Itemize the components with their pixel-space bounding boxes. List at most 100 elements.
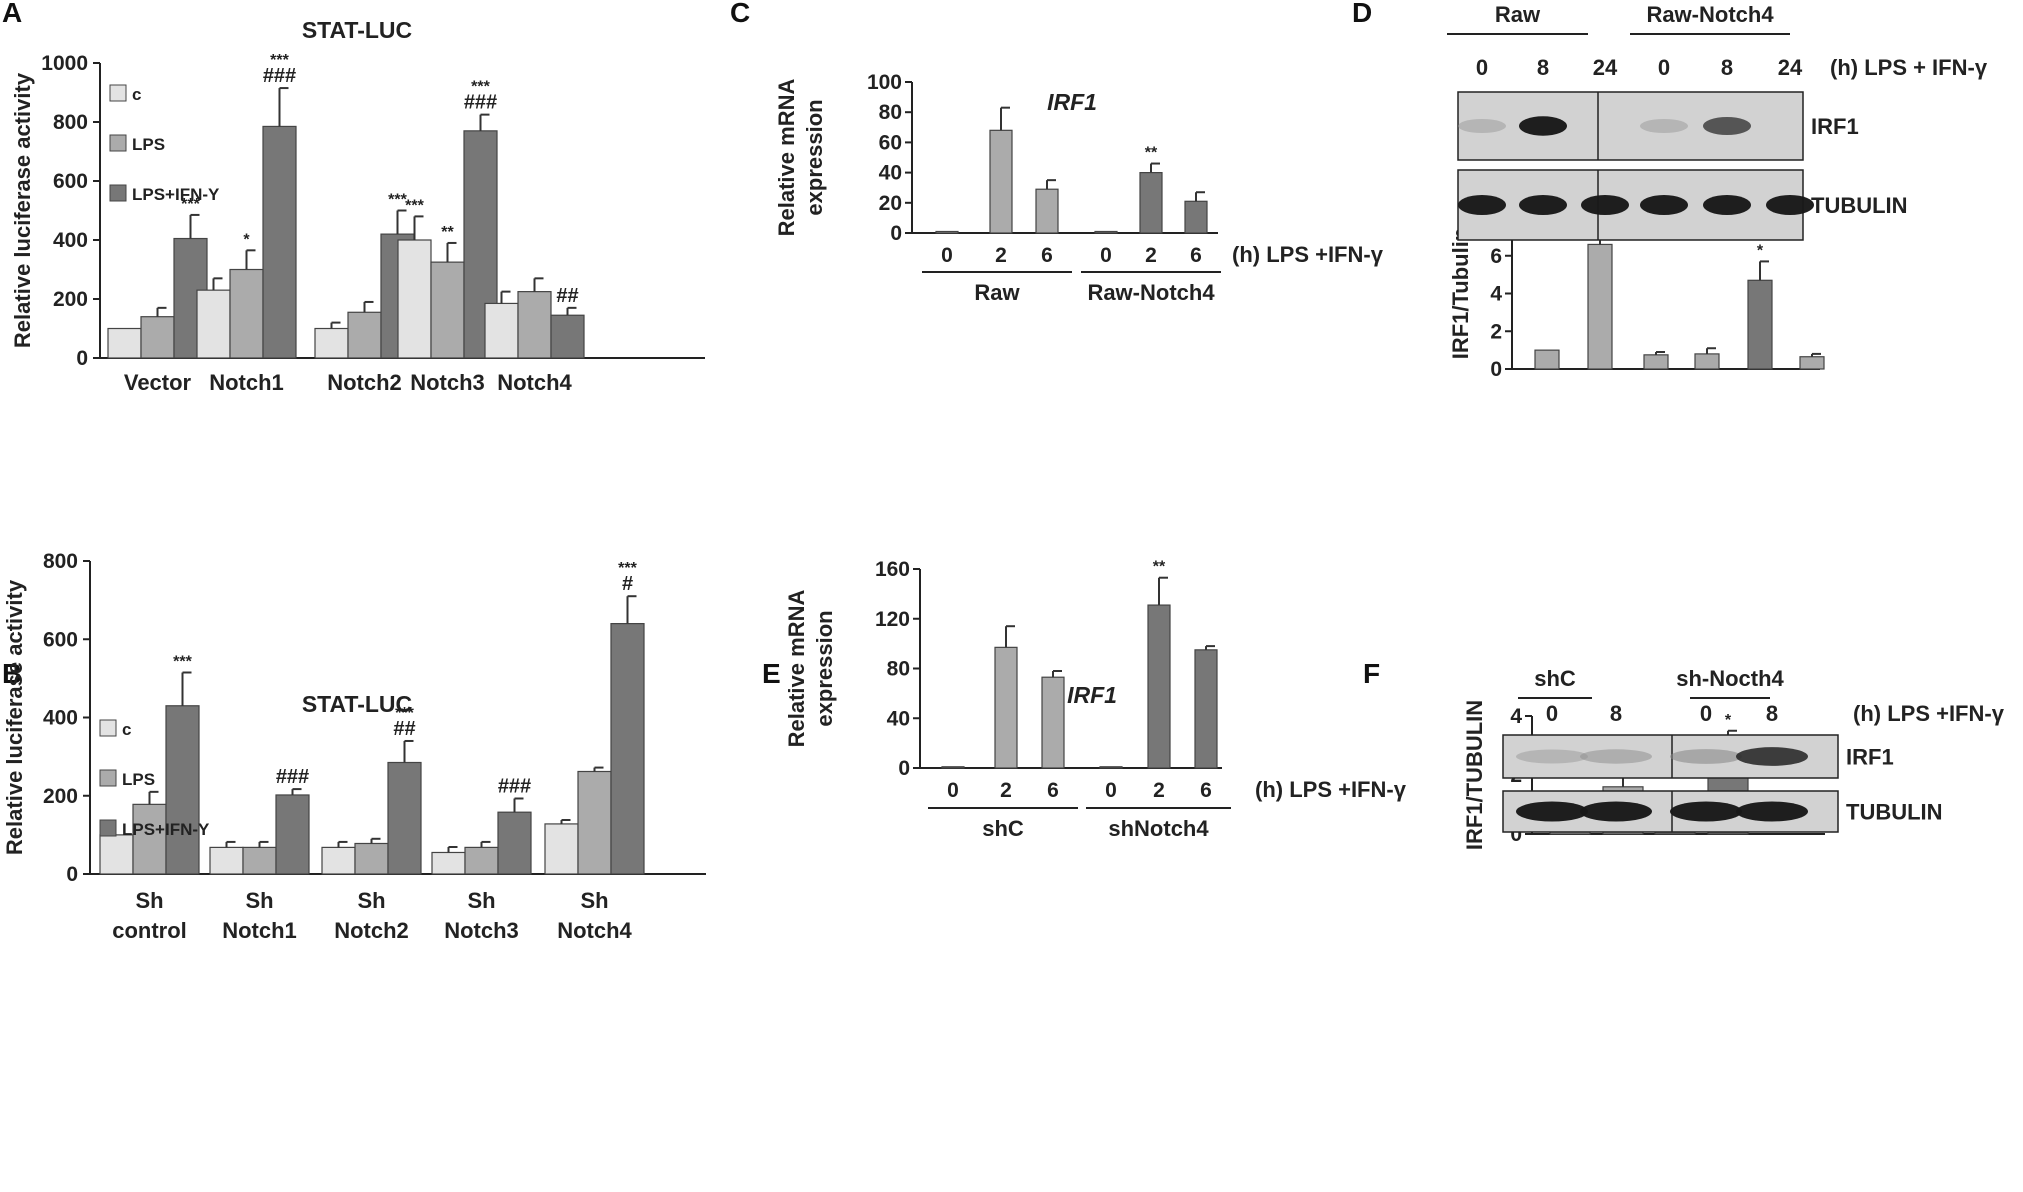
y-tick-label: 800	[53, 111, 88, 134]
category-label: Sh control	[112, 888, 187, 943]
chart-title: STAT-LUC	[302, 691, 412, 717]
bar	[430, 261, 465, 359]
significance-star: ***	[270, 52, 289, 69]
legend-swatch	[109, 84, 127, 102]
y-axis-title-line1: Relative mRNA	[774, 79, 799, 237]
bar	[229, 268, 264, 359]
y-tick-label: 100	[867, 71, 902, 94]
significance-hash: ##	[556, 285, 578, 307]
panel-label-d: D	[1352, 0, 1372, 28]
blot-band	[1519, 195, 1567, 215]
y-tick-label: 0	[890, 222, 902, 245]
y-tick-label: 0	[1490, 358, 1502, 381]
bar	[1184, 200, 1208, 234]
significance-star: ***	[618, 560, 637, 577]
bar	[1094, 230, 1118, 234]
blot-band	[1580, 801, 1652, 822]
blot-row-label: TUBULIN	[1846, 800, 1943, 825]
panel-label-a: A	[2, 0, 22, 28]
bar	[1747, 279, 1773, 370]
blot-lane-label: 0	[1546, 701, 1558, 726]
bar	[1041, 676, 1065, 769]
time-label: 6	[1041, 244, 1053, 267]
western-blot-f: shC sh-Nocth4 0 8 0 8 (h) LPS +IFN-γ IRF1 TUBULI…	[1502, 666, 2005, 833]
significance-star: ***	[181, 196, 200, 213]
category-label: Sh Notch2	[334, 888, 409, 943]
blot-lane-label: 8	[1766, 701, 1778, 726]
blot-membrane-tubulin	[1457, 169, 1804, 241]
significance-star: *	[1725, 712, 1732, 729]
treatment-label: (h) LPS +IFN-γ	[1232, 242, 1384, 267]
bar	[577, 770, 612, 875]
bar	[1534, 349, 1560, 370]
blot-band	[1519, 116, 1567, 136]
bar	[132, 803, 167, 875]
y-tick-label: 200	[53, 288, 88, 311]
blot-band	[1640, 119, 1688, 133]
y-tick-label: 0	[66, 863, 78, 886]
blot-band	[1703, 195, 1751, 215]
blot-band	[1581, 195, 1629, 215]
y-tick-label: 20	[879, 192, 902, 215]
bar	[196, 289, 231, 359]
y-tick-label: 60	[879, 131, 902, 154]
y-tick-label: 40	[879, 162, 902, 185]
blot-band	[1670, 801, 1742, 822]
bar	[550, 314, 585, 359]
blot-lane-label: 0	[1700, 701, 1712, 726]
significance-hash: #	[622, 573, 633, 595]
bar	[1099, 766, 1123, 769]
bar	[464, 846, 499, 875]
blot-band	[1736, 801, 1808, 822]
legend-label: LPS+IFN-Y	[132, 185, 220, 204]
y-tick-label: 80	[879, 101, 902, 124]
bar	[1587, 243, 1613, 370]
time-label: 0	[1100, 244, 1112, 267]
bar	[397, 239, 432, 359]
time-label: 2	[1000, 779, 1012, 802]
y-tick-label: 200	[43, 785, 78, 808]
bar	[354, 842, 389, 875]
blot-band	[1516, 801, 1588, 822]
y-axis-title-line2: expression	[812, 610, 837, 726]
y-axis-title-line2: expression	[802, 99, 827, 215]
blot-membrane-irf1	[1457, 91, 1804, 161]
bar	[107, 327, 142, 359]
bar	[165, 705, 200, 875]
time-label: 6	[1190, 244, 1202, 267]
y-tick-label: 160	[875, 558, 910, 581]
y-tick-label: 120	[875, 608, 910, 631]
blot-band	[1736, 747, 1808, 766]
bar	[99, 834, 134, 875]
bar	[1139, 172, 1163, 234]
bar	[517, 291, 552, 359]
blot-treatment-label: (h) LPS +IFN-γ	[1853, 701, 2005, 726]
significance-hash: ###	[276, 766, 309, 788]
bar	[1035, 188, 1059, 234]
bar	[941, 766, 965, 769]
panel-label-c: C	[730, 0, 750, 28]
time-label: 6	[1200, 779, 1212, 802]
blot-lane-label: 0	[1476, 55, 1488, 80]
bar	[209, 846, 244, 875]
bar	[321, 846, 356, 875]
blot-row-label: IRF1	[1846, 745, 1894, 770]
blot-lane-label: 0	[1658, 55, 1670, 80]
bar	[1147, 604, 1171, 769]
chart-title: STAT-LUC	[302, 17, 412, 43]
chart-title: IRF1	[1067, 682, 1117, 708]
y-axis-title-line1: Relative mRNA	[784, 590, 809, 748]
western-blot-d: Raw Raw-Notch4 0 8 24 0 8 24 (h) LPS + IFN-γ IRF1…	[1447, 2, 1988, 241]
blot-group-label: Raw-Notch4	[1646, 2, 1774, 27]
significance-hash: ###	[498, 775, 531, 797]
bar	[275, 794, 310, 875]
time-label: 0	[941, 244, 953, 267]
bar	[314, 327, 349, 359]
bar	[387, 761, 422, 875]
bar	[1643, 354, 1669, 370]
y-tick-label: 600	[43, 628, 78, 651]
blot-lane-label: 24	[1593, 55, 1618, 80]
y-tick-label: 800	[43, 550, 78, 573]
blot-lane-label: 8	[1721, 55, 1733, 80]
